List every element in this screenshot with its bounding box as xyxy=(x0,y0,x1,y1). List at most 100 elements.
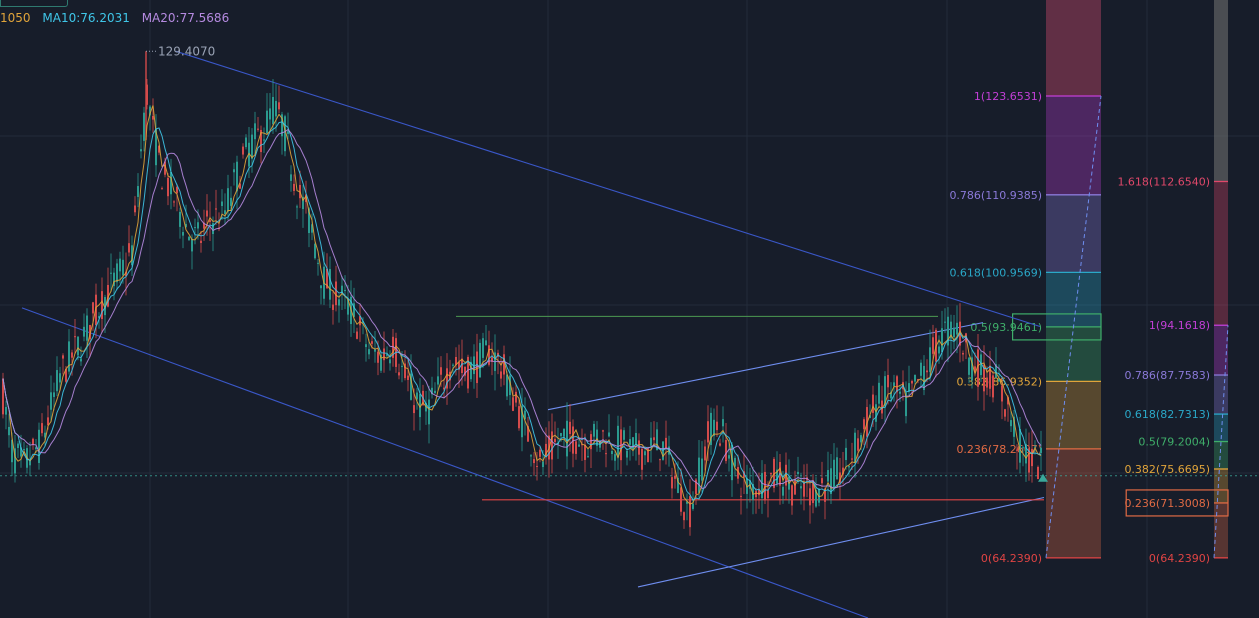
candle-body xyxy=(173,201,175,203)
candle-body xyxy=(236,161,238,192)
candle-body xyxy=(365,344,367,348)
candle-body xyxy=(722,419,724,427)
candle-body xyxy=(266,110,268,133)
candle-body xyxy=(932,337,934,354)
ma-legend: 1050 MA10:76.2031 MA20:77.5686 xyxy=(0,11,237,25)
candle-body xyxy=(194,227,196,229)
candle-body xyxy=(719,443,721,446)
candle-body xyxy=(986,377,988,388)
candle-body xyxy=(398,372,400,376)
fib-band xyxy=(1214,325,1228,376)
candle-body xyxy=(848,466,850,468)
candle-body xyxy=(134,205,136,213)
candle-body xyxy=(821,478,823,484)
projection-line xyxy=(1045,95,1102,558)
candle-body xyxy=(1028,448,1030,473)
candle-body xyxy=(353,303,355,317)
candle-body xyxy=(14,448,16,474)
candle-body xyxy=(683,512,685,521)
projection-line xyxy=(1213,325,1229,558)
candle-body xyxy=(704,446,706,461)
candle-body xyxy=(464,366,466,376)
fib-level-label: 0.786(110.9385) xyxy=(949,189,1042,202)
candle-body xyxy=(215,208,217,210)
candle-body xyxy=(827,470,829,482)
candle-body xyxy=(461,358,463,374)
candle-body xyxy=(1001,385,1003,402)
fib-1[interactable]: 1(123.6531) 0.786(110.9385) 0.618(100.9569… xyxy=(949,0,1102,565)
candle-body xyxy=(593,423,595,437)
candle-body xyxy=(440,367,442,375)
candle-body xyxy=(500,371,502,379)
candle-body xyxy=(905,392,907,417)
candle-body xyxy=(50,392,52,410)
ma10-value: MA10:76.2031 xyxy=(42,11,130,25)
candle-body xyxy=(566,420,568,457)
candle-body xyxy=(245,137,247,148)
candle-body xyxy=(563,428,565,437)
candle-body xyxy=(344,289,346,291)
candle-body xyxy=(896,376,898,393)
candle-body xyxy=(2,378,4,415)
ma20-line xyxy=(2,128,1042,490)
candle-body xyxy=(911,380,913,384)
candle-body xyxy=(521,405,523,438)
candle-body xyxy=(113,272,115,287)
candle-body xyxy=(737,467,739,479)
fib-2[interactable]: 1.618(112.6540) 1(94.1618) 0.786(87.7583) 0… xyxy=(1117,0,1229,565)
candle-body xyxy=(527,426,529,442)
candle-body xyxy=(254,123,256,140)
candle-body xyxy=(335,281,337,306)
candle-body xyxy=(362,321,364,324)
candle-body xyxy=(485,340,487,346)
candle-body xyxy=(605,453,607,455)
candle-body xyxy=(968,357,970,375)
candle-body xyxy=(734,457,736,467)
candle-body xyxy=(890,391,892,399)
trendline-wedge xyxy=(547,322,984,411)
candle-body xyxy=(392,336,394,358)
candle-body xyxy=(647,448,649,463)
moving-averages xyxy=(2,105,1042,505)
candle-body xyxy=(104,297,106,316)
candle-body xyxy=(293,183,295,191)
fib-level-label: 0.5(93.9461) xyxy=(970,321,1042,334)
candle-body xyxy=(224,210,226,214)
trendline-wedge xyxy=(637,496,1045,588)
candle-body xyxy=(5,406,7,415)
candle-body xyxy=(197,222,199,229)
fib-band xyxy=(1214,414,1228,442)
ma20-value: MA20:77.5686 xyxy=(141,11,230,25)
candle-body xyxy=(209,220,211,223)
candle-body xyxy=(770,473,772,475)
candle-body xyxy=(32,438,34,445)
toolbar-tab[interactable] xyxy=(0,0,68,7)
fibonacci-retracements[interactable]: 1(123.6531) 0.786(110.9385) 0.618(100.9569… xyxy=(949,0,1229,565)
candle-body xyxy=(809,488,811,506)
candle-body xyxy=(8,426,10,436)
candle-body xyxy=(575,441,577,454)
fib-band xyxy=(1046,326,1101,382)
candle-body xyxy=(188,236,190,241)
candle-body xyxy=(776,469,778,484)
candle-body xyxy=(716,421,718,431)
candle-body xyxy=(947,316,949,346)
candle-body xyxy=(1013,416,1015,437)
candle-body xyxy=(140,149,142,152)
candle-body xyxy=(623,430,625,440)
candle-body xyxy=(698,457,700,493)
candle-body xyxy=(833,459,835,489)
candle-body xyxy=(611,450,613,455)
candle-body xyxy=(476,351,478,384)
candle-body xyxy=(161,188,163,190)
candle-body xyxy=(128,243,130,253)
candle-body xyxy=(152,116,154,120)
candle-body xyxy=(83,326,85,337)
trendlines[interactable] xyxy=(0,50,1259,618)
candle-body xyxy=(713,419,715,436)
candle-body xyxy=(803,482,805,497)
candle-body xyxy=(524,410,526,420)
candle-body xyxy=(815,490,817,507)
